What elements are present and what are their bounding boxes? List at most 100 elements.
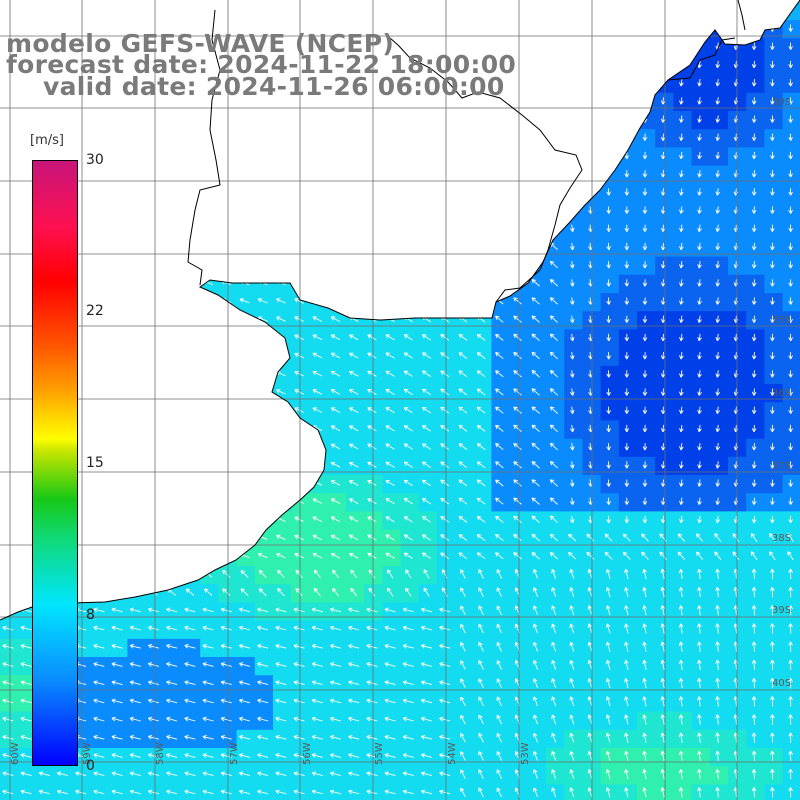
wind-arrow — [642, 497, 648, 505]
wind-arrow — [184, 352, 195, 358]
speed-cell — [200, 183, 219, 203]
wind-arrow — [403, 498, 413, 505]
wind-arrow — [2, 389, 14, 395]
speed-cell — [546, 111, 565, 130]
wind-arrow — [660, 769, 666, 780]
speed-cell — [127, 220, 146, 239]
speed-cell — [91, 129, 110, 148]
speed-cell — [382, 220, 401, 239]
speed-cell — [163, 729, 183, 749]
wind-arrow — [130, 170, 141, 176]
wind-arrow — [769, 605, 775, 616]
speed-cell — [382, 165, 401, 185]
speed-cell — [327, 475, 347, 494]
wind-arrow — [293, 771, 305, 777]
wind-arrow — [533, 660, 539, 670]
wind-arrow — [549, 533, 558, 542]
wind-arrow — [531, 533, 540, 542]
speed-cell — [254, 657, 274, 676]
wind-arrow — [751, 133, 757, 141]
wind-arrow — [788, 623, 793, 634]
wind-arrow — [606, 279, 611, 287]
speed-cell — [600, 566, 620, 585]
wind-arrow — [294, 334, 304, 341]
border-line-north — [737, 0, 746, 31]
wind-arrow — [366, 680, 378, 686]
wind-arrow — [148, 480, 159, 485]
wind-arrow — [239, 352, 250, 358]
speed-cell — [127, 638, 146, 658]
wind-arrow — [384, 716, 396, 722]
speed-cell — [455, 657, 474, 676]
wind-arrow — [148, 243, 159, 249]
wind-arrow — [458, 188, 468, 196]
wind-arrow — [57, 116, 68, 121]
speed-cell — [455, 183, 474, 203]
speed-cell — [254, 784, 274, 800]
wind-arrow — [238, 625, 251, 631]
speed-cell — [600, 111, 620, 130]
wind-arrow — [367, 498, 377, 505]
speed-cell — [691, 638, 711, 658]
wind-arrow — [549, 78, 558, 87]
wind-arrow — [112, 334, 123, 340]
wind-arrow — [642, 206, 648, 214]
wind-arrow — [496, 569, 502, 579]
speed-cell — [764, 602, 783, 621]
wind-arrow — [384, 789, 396, 795]
speed-cell — [0, 111, 19, 130]
speed-cell — [527, 147, 547, 166]
speed-cell — [418, 602, 438, 621]
wind-arrow — [330, 480, 341, 486]
wind-arrow — [679, 479, 684, 487]
speed-cell — [782, 256, 800, 276]
wind-arrow — [21, 116, 32, 122]
wind-arrow — [569, 279, 575, 287]
wind-arrow — [2, 734, 14, 740]
wind-arrow — [222, 570, 231, 578]
speed-cell — [236, 220, 256, 239]
speed-cell — [564, 638, 583, 658]
wind-arrow — [460, 587, 466, 597]
wind-arrow — [697, 242, 702, 251]
speed-cell — [0, 384, 19, 403]
wind-arrow — [769, 714, 775, 725]
wind-arrow — [606, 97, 611, 105]
wind-arrow — [367, 552, 377, 559]
wind-arrow — [770, 333, 775, 342]
wind-arrow — [549, 388, 558, 396]
wind-arrow — [330, 225, 341, 231]
wind-arrow — [770, 261, 775, 269]
speed-cell — [327, 384, 347, 403]
wind-arrow — [220, 771, 232, 777]
wind-arrow — [21, 516, 32, 522]
wind-arrow — [294, 552, 304, 559]
speed-cell — [182, 711, 201, 731]
wind-arrow — [93, 716, 105, 722]
wind-arrow — [715, 297, 721, 305]
speed-cell — [109, 111, 128, 130]
wind-arrow — [569, 242, 575, 251]
wind-arrow — [495, 443, 504, 451]
speed-cell — [236, 693, 256, 712]
speed-cell — [273, 147, 292, 166]
latitude-labels: 30S 35S 36S 37S 38S 39S 40S — [772, 97, 791, 689]
speed-cell — [291, 620, 310, 640]
wind-arrow — [697, 641, 702, 652]
wind-arrow — [531, 42, 540, 50]
wind-arrow — [531, 479, 540, 487]
wind-arrow — [788, 151, 793, 160]
wind-arrow — [166, 771, 178, 777]
speed-cell — [200, 729, 219, 749]
speed-cell — [254, 420, 274, 439]
speed-cell — [618, 602, 638, 621]
wind-arrow — [148, 334, 159, 340]
wind-arrow — [148, 116, 159, 121]
wind-arrow — [220, 734, 232, 740]
wind-arrow — [57, 152, 68, 158]
wind-arrow — [385, 498, 395, 505]
wind-arrow — [679, 97, 684, 105]
speed-cell — [564, 129, 583, 148]
wind-arrow — [112, 588, 122, 596]
wind-arrow — [112, 298, 123, 303]
